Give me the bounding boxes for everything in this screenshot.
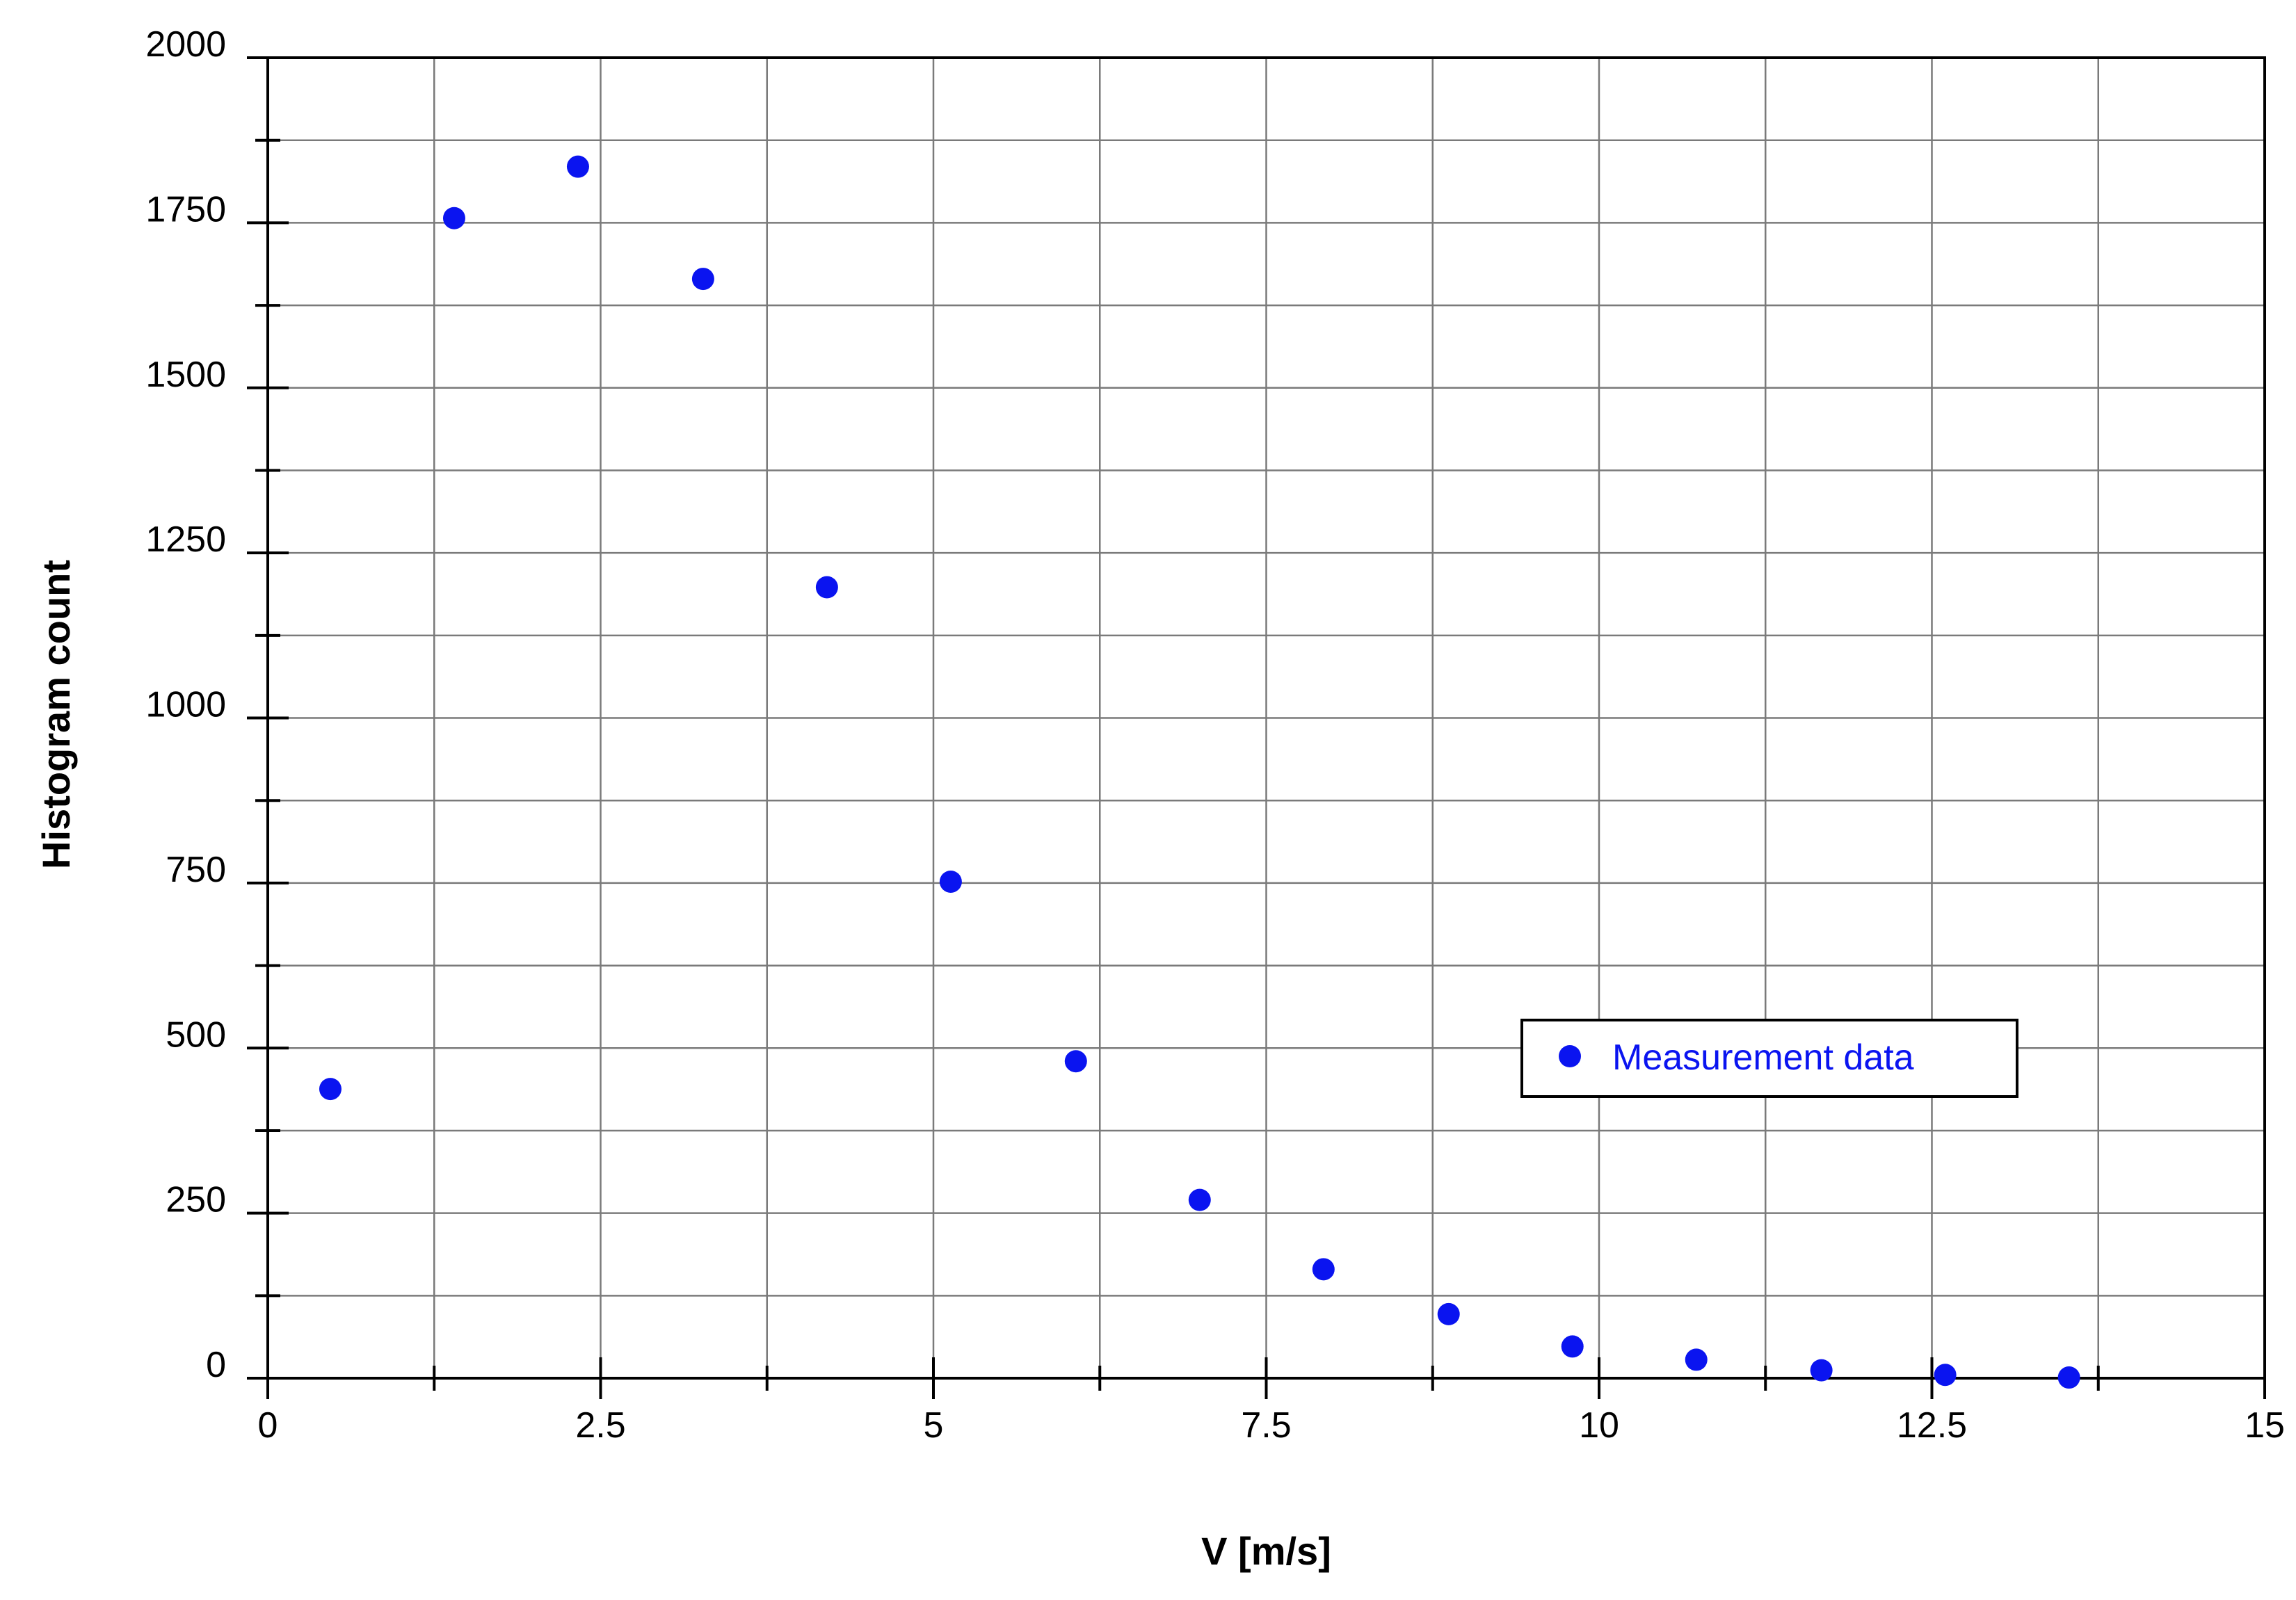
x-tick-label: 2.5 [575, 1405, 625, 1446]
x-tick-label: 12.5 [1897, 1405, 1967, 1446]
data-point [566, 155, 589, 178]
y-tick-labels: 0 250 500 750 1000 1250 1500 1750 2000 [145, 24, 226, 1385]
x-tick-labels: 0 2.5 5 7.5 10 12.5 15 [258, 1405, 2285, 1446]
x-tick-label: 7.5 [1241, 1405, 1291, 1446]
legend: Measurement data [1520, 1019, 2018, 1098]
data-point [442, 207, 465, 229]
y-tick-label: 2000 [145, 24, 226, 65]
y-tick-label: 1000 [145, 685, 226, 725]
y-axis-title: Histogram count [34, 560, 78, 869]
x-tick-label: 15 [2245, 1405, 2285, 1446]
grid [268, 58, 2265, 1378]
data-point [2057, 1366, 2080, 1389]
y-tick-label: 500 [166, 1015, 226, 1055]
y-tick-label: 1500 [145, 355, 226, 395]
data-point [1685, 1348, 1708, 1371]
data-point [691, 268, 714, 291]
data-point [1064, 1050, 1087, 1073]
legend-label: Measurement data [1612, 1037, 1914, 1078]
x-tick-label: 10 [1579, 1405, 1619, 1446]
y-tick-label: 250 [166, 1180, 226, 1220]
x-axis-title: V [m/s] [1201, 1529, 1331, 1573]
y-tick-label: 750 [166, 850, 226, 890]
data-point [815, 576, 838, 599]
data-point [1312, 1258, 1335, 1281]
x-tick-label: 5 [924, 1405, 944, 1446]
data-point [1437, 1302, 1460, 1325]
y-tick-label: 1250 [145, 519, 226, 560]
data-points [319, 155, 2080, 1389]
data-point [1561, 1335, 1584, 1358]
legend-box [1520, 1019, 2018, 1098]
data-point [319, 1078, 342, 1101]
data-point [1810, 1359, 1833, 1382]
data-point [1188, 1188, 1211, 1211]
y-tick-label: 1750 [145, 189, 226, 229]
axis-ticks [247, 56, 2266, 1399]
x-tick-label: 0 [258, 1405, 278, 1446]
data-point [939, 870, 962, 893]
data-point [1934, 1364, 1957, 1387]
y-tick-label: 0 [206, 1345, 226, 1385]
legend-marker [1559, 1045, 1581, 1067]
